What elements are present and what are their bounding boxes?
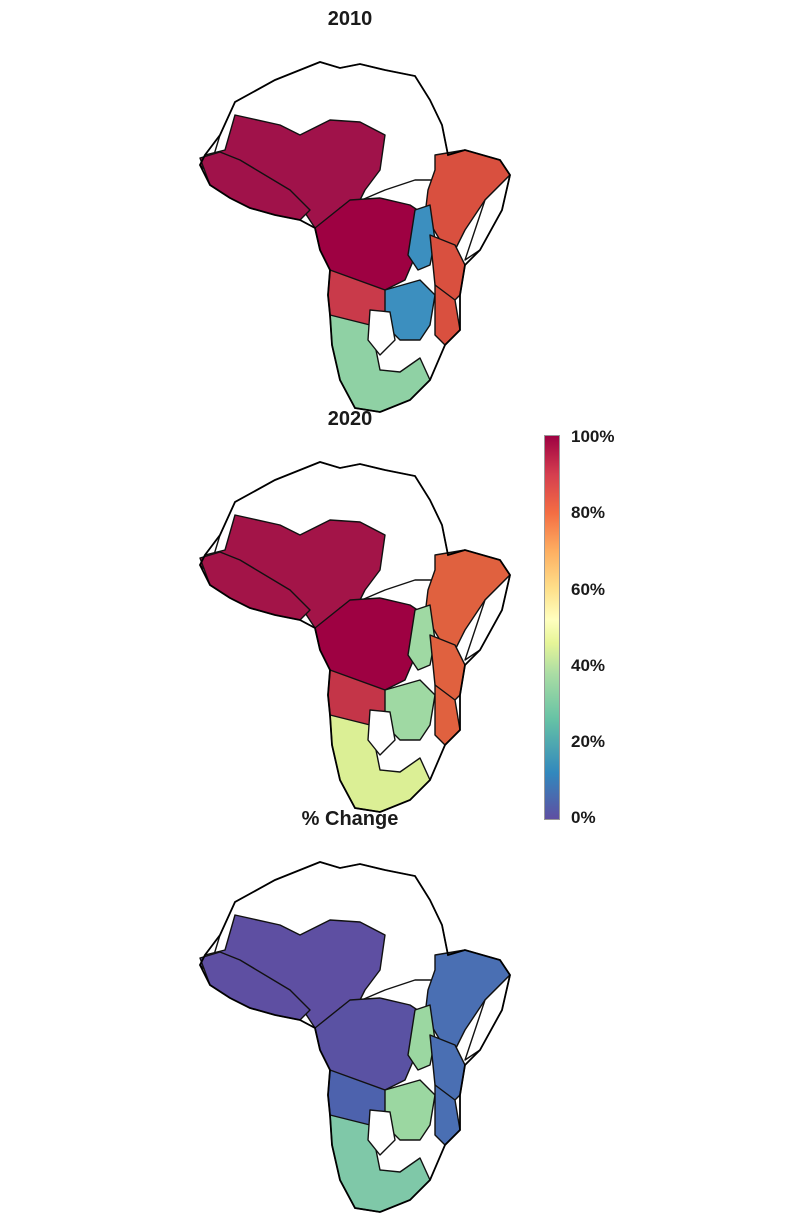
region-great-lakes-6 (407, 604, 436, 671)
africa-coastline (198, 461, 511, 813)
colorbar-tick-20: 20% (571, 732, 606, 751)
africa-map-2010 (198, 61, 511, 413)
panel-title-2010: 2010 (327, 8, 373, 30)
region-great-lakes-6 (407, 1004, 436, 1071)
africa-coastline (198, 61, 511, 413)
africa-map-change (198, 861, 511, 1213)
colorbar-tick-80: 80% (571, 503, 606, 522)
colorbar (544, 435, 560, 820)
region-botswana-12 (367, 709, 396, 756)
region-great-lakes-6 (407, 204, 436, 271)
region-botswana-12 (367, 309, 396, 356)
colorbar-tick-0: 0% (571, 808, 596, 827)
panel-title-2020: 2020 (327, 408, 373, 430)
colorbar-tick-40: 40% (571, 656, 606, 675)
africa-coastline (198, 861, 511, 1213)
africa-map-2020 (198, 461, 511, 813)
region-botswana-12 (367, 1109, 396, 1156)
panel-title-change: % Change (301, 808, 399, 830)
colorbar-tick-60: 60% (571, 580, 606, 599)
colorbar-tick-100: 100% (571, 427, 615, 446)
